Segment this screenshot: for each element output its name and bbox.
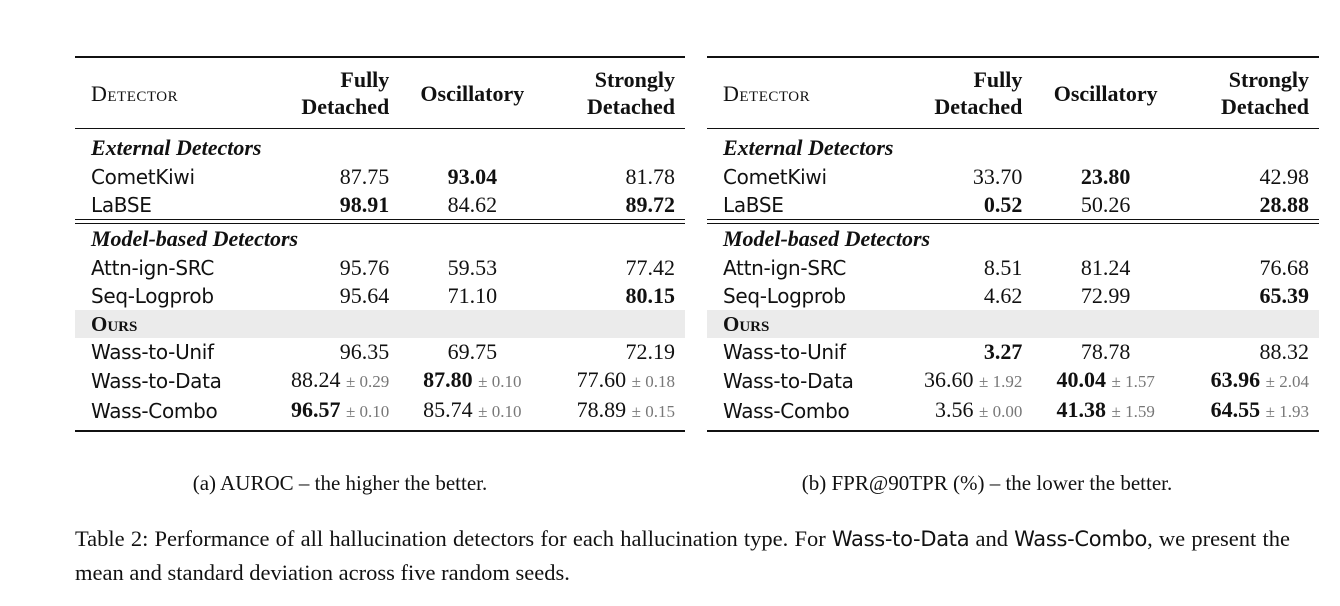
value-oscillatory: 81.24: [1080, 255, 1131, 280]
detector-name: Seq-Logprob: [723, 284, 846, 308]
subcaption-b: (b) FPR@90TPR (%) – the lower the better…: [801, 471, 1173, 495]
value-oscillatory: 72.99: [1080, 283, 1131, 308]
value-fully-detached: 87.75: [339, 164, 390, 189]
header-oscillatory: Oscillatory: [1032, 56, 1179, 129]
detector-name: Attn-ign-SRC: [723, 256, 847, 280]
value-strongly-detached: 78.89 ± 0.15: [545, 396, 685, 432]
header-detector: Detector: [75, 56, 260, 129]
header-detector: Detector: [707, 56, 893, 129]
value-strongly-detached: 81.78: [625, 164, 676, 189]
value-oscillatory: 93.04: [447, 164, 498, 189]
detector-name: Seq-Logprob: [91, 284, 214, 308]
value-fully-detached: 33.70: [972, 164, 1023, 189]
value-strongly-detached: 80.15: [625, 283, 676, 308]
table-caption: Table 2: Performance of all hallucinatio…: [75, 526, 1290, 585]
detector-name: Wass-Combo: [75, 396, 260, 432]
detector-name: LaBSE: [91, 193, 152, 217]
group-ours: Ours: [707, 310, 1319, 338]
value-strongly-detached: 89.72: [625, 192, 676, 217]
value-fully-detached: 98.91: [339, 192, 390, 217]
table-row: Attn-ign-SRC 95.76 59.53 77.42: [75, 254, 685, 282]
value-fully-detached: 0.52: [983, 192, 1023, 217]
table-row: Wass-Combo 96.57 ± 0.10 85.74 ± 0.10 78.…: [75, 396, 685, 432]
group-model-based: Model-based Detectors: [723, 226, 931, 251]
header-fully-detached: Fully Detached: [259, 56, 400, 129]
group-model-based: Model-based Detectors: [91, 226, 299, 251]
group-external: External Detectors: [723, 135, 894, 160]
value-fully-detached: 88.24 ± 0.29: [290, 367, 390, 392]
table-auroc: Detector Fully Detached Oscillatory Stron…: [75, 56, 685, 432]
table-row: Wass-to-Data 88.24 ± 0.29 87.80 ± 0.10 7…: [75, 366, 685, 396]
header-strongly-detached: Strongly Detached: [1178, 56, 1319, 129]
table-row: Wass-to-Unif 3.27 78.78 88.32: [707, 338, 1319, 366]
detector-name: Attn-ign-SRC: [91, 256, 215, 280]
value-strongly-detached: 42.98: [1259, 164, 1310, 189]
detector-name: CometKiwi: [723, 165, 827, 189]
results-table-a: Detector Fully Detached Oscillatory Stron…: [75, 56, 685, 432]
table-row: CometKiwi 33.70 23.80 42.98: [707, 163, 1319, 191]
value-oscillatory: 87.80 ± 0.10: [423, 367, 522, 392]
table-row: LaBSE 0.52 50.26 28.88: [707, 191, 1319, 220]
value-oscillatory: 85.74 ± 0.10: [399, 396, 546, 432]
value-fully-detached: 3.56 ± 0.00: [892, 396, 1033, 432]
detector-name: LaBSE: [723, 193, 784, 217]
table-row: Seq-Logprob 4.62 72.99 65.39: [707, 282, 1319, 310]
results-table-b: Detector Fully Detached Oscillatory Stron…: [707, 56, 1319, 432]
value-fully-detached: 8.51: [983, 255, 1023, 280]
table-row: LaBSE 98.91 84.62 89.72: [75, 191, 685, 220]
value-oscillatory: 23.80: [1080, 164, 1131, 189]
value-oscillatory: 59.53: [447, 255, 498, 280]
detector-name: Wass-to-Unif: [91, 340, 214, 364]
table-fpr: Detector Fully Detached Oscillatory Stron…: [707, 56, 1319, 432]
value-fully-detached: 96.57 ± 0.10: [259, 396, 400, 432]
group-external: External Detectors: [91, 135, 262, 160]
value-strongly-detached: 88.32: [1259, 339, 1310, 364]
value-fully-detached: 95.64: [339, 283, 390, 308]
value-strongly-detached: 28.88: [1259, 192, 1310, 217]
value-fully-detached: 3.27: [983, 339, 1023, 364]
value-fully-detached: 36.60 ± 1.92: [924, 367, 1023, 392]
value-oscillatory: 71.10: [447, 283, 498, 308]
group-ours: Ours: [75, 310, 685, 338]
value-strongly-detached: 72.19: [625, 339, 676, 364]
detector-name: Wass-to-Unif: [723, 340, 846, 364]
header-oscillatory: Oscillatory: [399, 56, 546, 129]
value-strongly-detached: 77.42: [625, 255, 676, 280]
value-oscillatory: 84.62: [447, 192, 498, 217]
value-fully-detached: 95.76: [339, 255, 390, 280]
value-strongly-detached: 76.68: [1259, 255, 1310, 280]
table-row: Wass-to-Unif 96.35 69.75 72.19: [75, 338, 685, 366]
value-oscillatory: 50.26: [1080, 192, 1131, 217]
value-oscillatory: 41.38 ± 1.59: [1032, 396, 1179, 432]
detector-name: Wass-to-Data: [91, 369, 222, 393]
table-row: Wass-to-Data 36.60 ± 1.92 40.04 ± 1.57 6…: [707, 366, 1319, 396]
table-row: Seq-Logprob 95.64 71.10 80.15: [75, 282, 685, 310]
value-strongly-detached: 63.96 ± 2.04: [1210, 367, 1309, 392]
value-fully-detached: 96.35: [339, 339, 390, 364]
table-row: CometKiwi 87.75 93.04 81.78: [75, 163, 685, 191]
value-oscillatory: 40.04 ± 1.57: [1056, 367, 1155, 392]
table-row: Wass-Combo 3.56 ± 0.00 41.38 ± 1.59 64.5…: [707, 396, 1319, 432]
value-oscillatory: 69.75: [447, 339, 498, 364]
subcaption-a: (a) AUROC – the higher the better.: [192, 471, 488, 495]
detector-name: CometKiwi: [91, 165, 195, 189]
table-row: Attn-ign-SRC 8.51 81.24 76.68: [707, 254, 1319, 282]
value-oscillatory: 78.78: [1080, 339, 1131, 364]
header-strongly-detached: Strongly Detached: [545, 56, 685, 129]
detector-name: Wass-Combo: [707, 396, 893, 432]
header-fully-detached: Fully Detached: [892, 56, 1033, 129]
value-fully-detached: 4.62: [983, 283, 1023, 308]
value-strongly-detached: 65.39: [1259, 283, 1310, 308]
value-strongly-detached: 77.60 ± 0.18: [576, 367, 675, 392]
value-strongly-detached: 64.55 ± 1.93: [1178, 396, 1319, 432]
detector-name: Wass-to-Data: [723, 369, 854, 393]
